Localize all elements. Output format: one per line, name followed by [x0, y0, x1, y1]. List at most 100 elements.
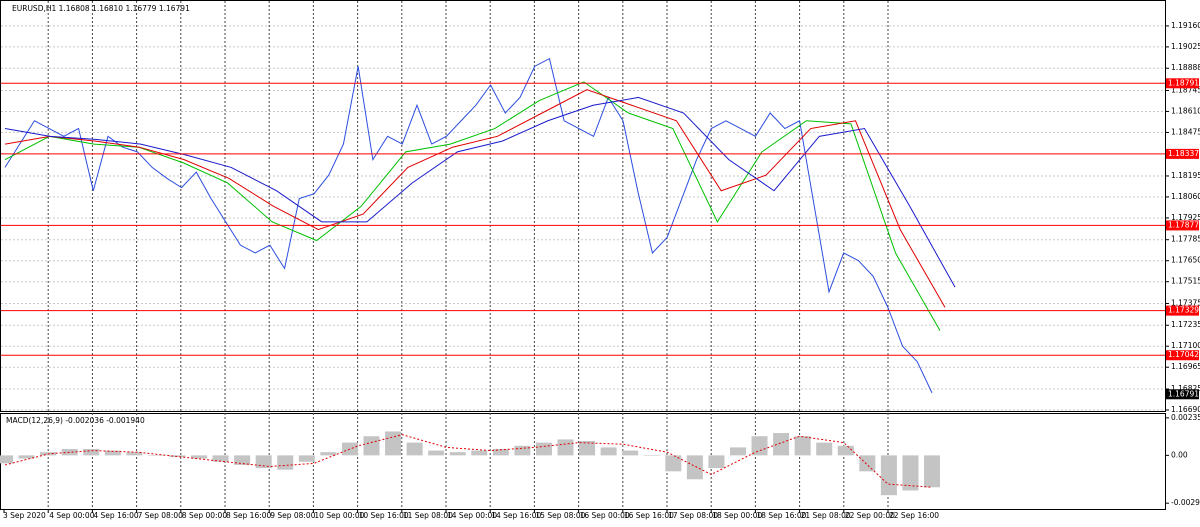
macd-title: MACD(12,26,9) -0.002036 -0.001940 — [6, 416, 145, 425]
macd-bar — [277, 455, 294, 470]
y-tick-label: 1.17100 — [1171, 341, 1200, 350]
x-tick-label: 4 Sep 00:00 — [49, 511, 95, 520]
macd-bar — [859, 455, 876, 472]
x-tick-label: 18 Sep 16:00 — [756, 511, 806, 520]
macd-bar — [83, 448, 100, 456]
macd-bar — [385, 431, 402, 456]
macd-bar — [708, 455, 725, 469]
macd-bar — [61, 448, 78, 456]
macd-bar — [622, 450, 639, 456]
main-frame — [0, 0, 1166, 412]
y-tick-label: 1.18475 — [1171, 127, 1200, 136]
y-tick-label: 1.18060 — [1171, 192, 1200, 201]
macd-bar — [665, 455, 682, 472]
y-tick-label: 1.17785 — [1171, 235, 1200, 244]
macd-bar — [902, 455, 919, 491]
macd-bar — [104, 450, 121, 456]
y-tick-label: 1.18745 — [1171, 85, 1200, 94]
macd-bar — [169, 455, 186, 457]
macd-bar — [535, 442, 552, 456]
x-tick-label: 18 Sep 00:00 — [712, 511, 762, 520]
x-tick-label: 7 Sep 08:00 — [138, 511, 184, 520]
y-tick-label: 1.18888 — [1171, 63, 1200, 72]
macd-bar — [924, 455, 940, 488]
macd-signal — [4, 434, 933, 488]
price-line — [4, 57, 933, 394]
y-tick-label: 1.17515 — [1171, 277, 1200, 286]
macd-bar — [298, 455, 315, 462]
y-tick-label: 1.17235 — [1171, 320, 1200, 329]
macd-bar — [837, 445, 854, 456]
macd-bar — [126, 452, 143, 456]
level-label: 1.18791 — [1168, 78, 1199, 87]
x-tick-label: 15 Sep 08:00 — [535, 511, 585, 520]
macd-bar — [729, 447, 746, 456]
macd-bar — [471, 450, 488, 456]
current-price-label: 1.16791 — [1168, 389, 1199, 398]
y-tick-label: 0.00 — [1171, 450, 1188, 459]
macd-bar — [18, 455, 35, 459]
macd-bar — [191, 455, 208, 459]
macd-bar — [449, 452, 466, 456]
macd-bar — [557, 439, 574, 456]
macd-bar — [363, 436, 380, 456]
x-tick-label: 21 Sep 08:00 — [801, 511, 851, 520]
macd-bar — [794, 436, 811, 456]
y-tick-label: 1.18610 — [1171, 106, 1200, 115]
y-tick-label: 1.16825 — [1171, 384, 1200, 393]
macd-bar — [406, 442, 423, 456]
chart-title: EURUSD,H1 1.16808 1.16810 1.16779 1.1679… — [12, 4, 190, 13]
macd-bar — [234, 455, 251, 465]
level-label-box — [1166, 220, 1199, 231]
level-label: 1.17042 — [1168, 350, 1199, 359]
macd-bar — [0, 455, 13, 464]
y-tick-label: 1.19025 — [1171, 42, 1200, 51]
macd-bar — [514, 445, 531, 456]
x-tick-label: 22 Sep 16:00 — [889, 511, 939, 520]
y-tick-label: 1.18195 — [1171, 171, 1200, 180]
y-tick-label: 0.002352 — [1171, 413, 1200, 422]
macd-bar — [147, 455, 164, 456]
level-label: 1.17329 — [1168, 306, 1199, 315]
macd-bar — [816, 442, 833, 456]
macd-bar — [428, 450, 445, 456]
macd-bar — [686, 455, 703, 480]
y-tick-label: 1.17650 — [1171, 256, 1200, 265]
macd-bar — [880, 455, 897, 496]
x-tick-label: 11 Sep 08:00 — [403, 511, 453, 520]
x-tick-label: 10 Sep 16:00 — [359, 511, 409, 520]
x-tick-label: 10 Sep 00:00 — [314, 511, 364, 520]
macd-bar — [579, 441, 596, 456]
y-tick-label: 1.16965 — [1171, 362, 1200, 371]
moving-average — [4, 81, 941, 331]
x-tick-label: 22 Sep 00:00 — [845, 511, 895, 520]
current-price-box — [1166, 389, 1199, 400]
x-tick-label: 3 Sep 2020 — [3, 511, 46, 520]
level-label: 1.17877 — [1168, 220, 1199, 229]
macd-bar — [643, 455, 660, 456]
macd-bar — [341, 442, 358, 456]
level-label-box — [1166, 78, 1199, 89]
x-tick-label: 14 Sep 00:00 — [447, 511, 497, 520]
macd-bar — [600, 447, 617, 456]
y-tick-label: -0.002999 — [1171, 498, 1200, 507]
level-label-box — [1166, 305, 1199, 316]
moving-average — [4, 96, 956, 288]
macd-bar — [751, 436, 768, 456]
x-tick-label: 16 Sep 00:00 — [580, 511, 630, 520]
macd-bar — [212, 455, 229, 462]
macd-bar — [773, 433, 790, 456]
x-tick-label: 8 Sep 16:00 — [226, 511, 272, 520]
level-label-box — [1166, 350, 1199, 361]
macd-bar — [320, 452, 337, 456]
x-tick-label: 9 Sep 08:00 — [270, 511, 316, 520]
y-tick-label: 1.19160 — [1171, 21, 1200, 30]
level-label-box — [1166, 148, 1199, 159]
level-label: 1.18337 — [1168, 149, 1199, 158]
macd-bar — [492, 448, 509, 456]
y-tick-label: 1.16690 — [1171, 405, 1200, 414]
y-tick-label: 1.17925 — [1171, 213, 1200, 222]
x-tick-label: 14 Sep 16:00 — [491, 511, 541, 520]
